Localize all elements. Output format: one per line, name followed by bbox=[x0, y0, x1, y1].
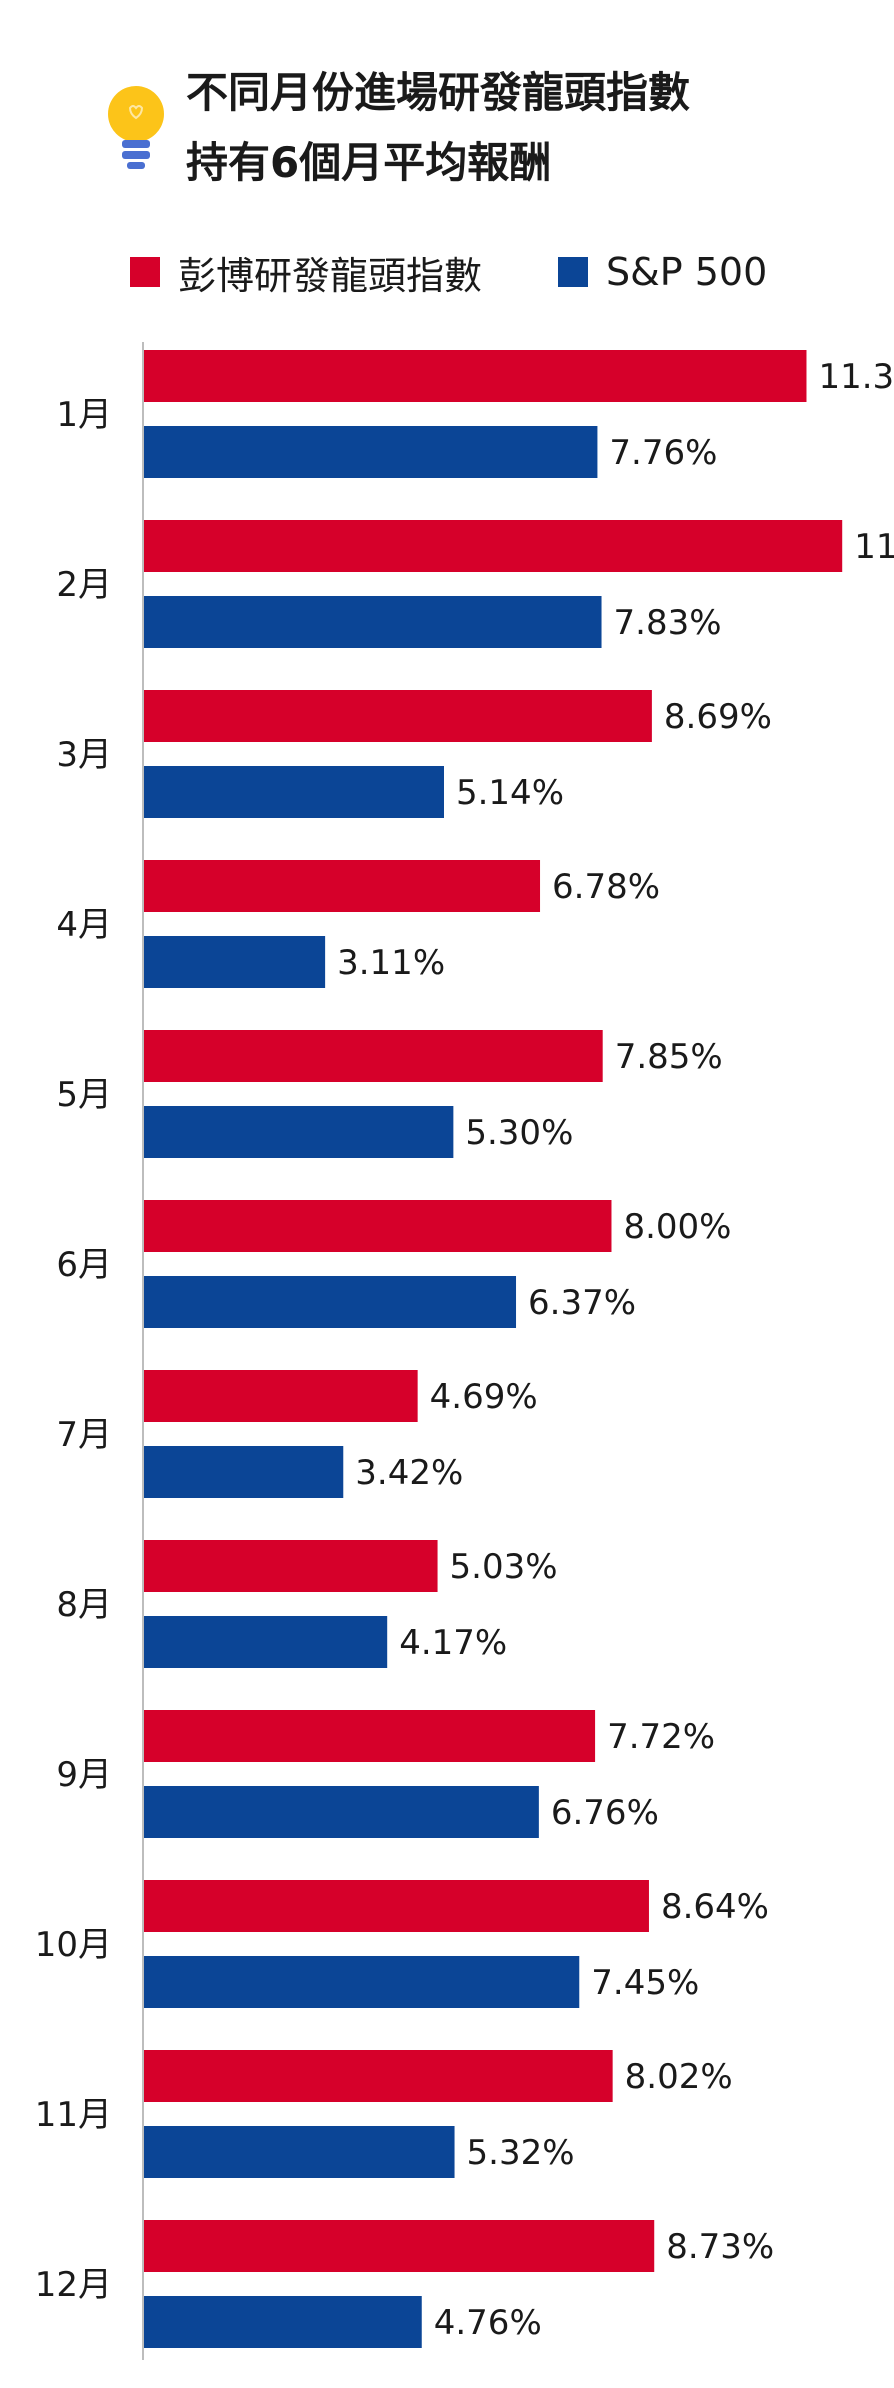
bulb-base-tip bbox=[127, 162, 145, 169]
category-label-1: 1月 bbox=[56, 395, 112, 435]
bar-bloomberg-8 bbox=[143, 1540, 438, 1592]
category-label-6: 6月 bbox=[56, 1245, 112, 1285]
legend-item-bloomberg: 彭博研發龍頭指數 bbox=[130, 250, 482, 298]
category-label-7: 7月 bbox=[56, 1415, 112, 1455]
category-label-11: 11月 bbox=[35, 2095, 112, 2135]
bar-sp500-11 bbox=[143, 2126, 455, 2178]
bar-bloomberg-9 bbox=[143, 1710, 596, 1762]
chart-title-line-2: 持有6個月平均報酬 bbox=[186, 138, 552, 187]
data-label-sp500-8: 4.17% bbox=[399, 1623, 507, 1663]
category-label-9: 9月 bbox=[56, 1755, 112, 1795]
bar-sp500-7 bbox=[143, 1446, 344, 1498]
category-label-2: 2月 bbox=[56, 565, 112, 605]
data-label-bloomberg-7: 4.69% bbox=[430, 1377, 538, 1417]
bar-sp500-10 bbox=[143, 1956, 580, 2008]
legend-swatch-sp500 bbox=[558, 257, 588, 287]
legend-label-sp500: S&P 500 bbox=[606, 250, 768, 294]
bulb-base-ring-2 bbox=[122, 151, 150, 159]
lightbulb-icon bbox=[108, 86, 164, 169]
bar-bloomberg-4 bbox=[143, 860, 541, 912]
bar-bloomberg-6 bbox=[143, 1200, 612, 1252]
bar-sp500-5 bbox=[143, 1106, 454, 1158]
data-label-sp500-11: 5.32% bbox=[467, 2133, 575, 2173]
bulb-base-ring-1 bbox=[122, 140, 150, 148]
legend-swatch-bloomberg bbox=[130, 257, 160, 287]
data-label-sp500-5: 5.30% bbox=[465, 1113, 573, 1153]
bar-bloomberg-12 bbox=[143, 2220, 655, 2272]
bar-bloomberg-5 bbox=[143, 1030, 603, 1082]
legend-label-bloomberg: 彭博研發龍頭指數 bbox=[178, 253, 483, 298]
data-label-sp500-12: 4.76% bbox=[434, 2303, 542, 2343]
bar-bloomberg-3 bbox=[143, 690, 652, 742]
data-label-bloomberg-2: 11.94% bbox=[854, 527, 894, 567]
data-label-bloomberg-12: 8.73% bbox=[666, 2227, 774, 2267]
bar-sp500-8 bbox=[143, 1616, 388, 1668]
data-label-bloomberg-5: 7.85% bbox=[615, 1037, 723, 1077]
data-label-bloomberg-9: 7.72% bbox=[607, 1717, 715, 1757]
data-label-bloomberg-6: 8.00% bbox=[623, 1207, 731, 1247]
data-label-bloomberg-3: 8.69% bbox=[664, 697, 772, 737]
data-label-bloomberg-4: 6.78% bbox=[552, 867, 660, 907]
bar-sp500-9 bbox=[143, 1786, 539, 1838]
data-label-sp500-7: 3.42% bbox=[355, 1453, 463, 1493]
bulb-glass bbox=[108, 86, 164, 142]
bar-sp500-2 bbox=[143, 596, 602, 648]
data-label-bloomberg-1: 11.33% bbox=[818, 357, 894, 397]
bar-bloomberg-10 bbox=[143, 1880, 649, 1932]
data-label-bloomberg-10: 8.64% bbox=[661, 1887, 769, 1927]
data-label-sp500-6: 6.37% bbox=[528, 1283, 636, 1323]
bar-sp500-4 bbox=[143, 936, 326, 988]
bar-bloomberg-2 bbox=[143, 520, 843, 572]
data-label-sp500-9: 6.76% bbox=[551, 1793, 659, 1833]
bar-sp500-6 bbox=[143, 1276, 517, 1328]
data-label-bloomberg-11: 8.02% bbox=[625, 2057, 733, 2097]
chart-title-line-1: 不同月份進場研發龍頭指數 bbox=[186, 68, 691, 117]
bar-sp500-3 bbox=[143, 766, 444, 818]
category-label-8: 8月 bbox=[56, 1585, 112, 1625]
bar-bloomberg-1 bbox=[143, 350, 807, 402]
category-label-10: 10月 bbox=[35, 1925, 112, 1965]
data-label-sp500-2: 7.83% bbox=[614, 603, 722, 643]
data-label-sp500-10: 7.45% bbox=[591, 1963, 699, 2003]
category-label-4: 4月 bbox=[56, 905, 112, 945]
category-label-3: 3月 bbox=[56, 735, 112, 775]
bar-sp500-1 bbox=[143, 426, 598, 478]
category-label-5: 5月 bbox=[56, 1075, 112, 1115]
category-label-12: 12月 bbox=[35, 2265, 112, 2305]
legend-item-sp500: S&P 500 bbox=[558, 250, 767, 294]
bar-bloomberg-7 bbox=[143, 1370, 418, 1422]
bar-bloomberg-11 bbox=[143, 2050, 613, 2102]
bar-sp500-12 bbox=[143, 2296, 422, 2348]
data-label-sp500-3: 5.14% bbox=[456, 773, 564, 813]
data-label-sp500-1: 7.76% bbox=[609, 433, 717, 473]
data-label-bloomberg-8: 5.03% bbox=[450, 1547, 558, 1587]
data-label-sp500-4: 3.11% bbox=[337, 943, 445, 983]
